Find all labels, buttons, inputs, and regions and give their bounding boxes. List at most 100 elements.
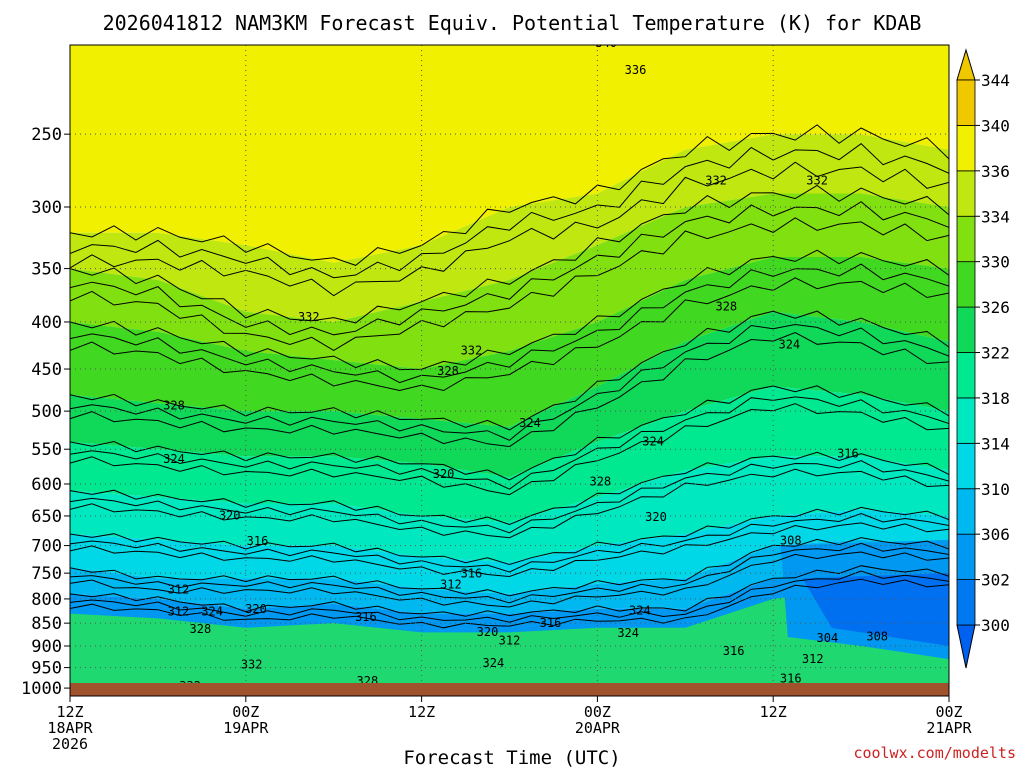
plot-frame	[69, 44, 950, 697]
colorbar-label: 306	[981, 525, 1010, 544]
contour-label: 312	[168, 582, 190, 596]
contour-line	[70, 468, 949, 539]
contour-label: 316	[355, 610, 377, 624]
colorbar-arrow-high	[956, 48, 976, 81]
y-tick-label: 900	[31, 637, 62, 657]
y-tick-label: 500	[31, 402, 62, 422]
contour-line	[70, 263, 949, 384]
colorbar-label: 310	[981, 480, 1010, 499]
contour-line	[70, 506, 949, 566]
credit-text: coolwx.com/modelts	[853, 744, 1016, 762]
contour-line	[70, 522, 949, 578]
contour-label: 332	[705, 174, 727, 188]
contour-label: 332	[241, 657, 263, 671]
contour-line	[70, 385, 949, 481]
y-tick-label: 950	[31, 659, 62, 679]
y-tick-label: 850	[31, 614, 62, 634]
colorbar-segment	[956, 79, 976, 126]
x-tick-label: 00Z	[584, 703, 611, 721]
colorbar-segment	[956, 170, 976, 217]
y-tick-label: 700	[31, 537, 62, 557]
colorbar-segment	[956, 261, 976, 308]
x-tick-label: 00Z	[935, 703, 962, 721]
contour-label: 328	[715, 300, 737, 314]
y-tick-label: 400	[31, 313, 62, 333]
colorbar-label: 314	[981, 434, 1010, 453]
x-axis-label: Forecast Time (UTC)	[403, 747, 620, 768]
heatmap-bands	[70, 45, 949, 696]
contour-label: 320	[645, 510, 667, 524]
chart-title: 2026041812 NAM3KM Forecast Equiv. Potent…	[103, 11, 922, 35]
y-tick-label: 800	[31, 590, 62, 610]
colorbar-label: 318	[981, 389, 1010, 408]
contour-label: 316	[780, 672, 802, 686]
x-tick-label: 20APR	[575, 719, 621, 737]
x-tick-label: 12Z	[56, 703, 83, 721]
heatmap-band	[70, 311, 949, 478]
heatmap-band	[70, 539, 949, 614]
contour-label: 324	[778, 337, 800, 351]
x-tick-label: 12Z	[408, 703, 435, 721]
grid-lines	[70, 45, 949, 696]
contour-label: 320	[245, 602, 267, 616]
contour-label: 324	[163, 452, 185, 466]
contour-label: 316	[247, 534, 269, 548]
y-tick-label: 450	[31, 360, 62, 380]
contour-line	[70, 512, 949, 573]
contour-label: 328	[589, 474, 611, 488]
contour-label: 340	[595, 36, 617, 50]
contour-line	[70, 570, 949, 623]
colorbar-label: 340	[981, 116, 1010, 135]
contour-line	[70, 310, 949, 431]
heatmap-band	[70, 45, 949, 263]
colorbar-segment	[956, 125, 976, 172]
contour-line	[70, 184, 949, 324]
contour-line	[70, 542, 949, 604]
heatmap-band	[70, 456, 949, 563]
y-tick-label: 550	[31, 440, 62, 460]
contour-line	[70, 331, 949, 448]
colorbar-segment	[956, 306, 976, 353]
x-tick-label: 18APR	[47, 719, 93, 737]
contour-label: 332	[461, 344, 483, 358]
colorbar-label: 330	[981, 253, 1010, 272]
contour-label: 336	[625, 63, 647, 77]
colorbar-segment	[956, 215, 976, 263]
contour-line	[70, 323, 949, 441]
heatmap-band-cold	[802, 573, 949, 646]
contour-label: 332	[298, 310, 320, 324]
contour-label: 312	[802, 652, 824, 666]
contour-line	[70, 403, 949, 496]
heatmap-band	[70, 509, 949, 594]
y-tick-label: 650	[31, 507, 62, 527]
contour-label: 316	[837, 447, 859, 461]
contour-line	[70, 460, 949, 534]
heatmap-band	[70, 386, 949, 523]
x-tick-label: 12Z	[760, 703, 787, 721]
colorbar-segment	[956, 533, 976, 580]
heatmap-band-lowlevel	[70, 588, 949, 696]
contour-label: 324	[642, 434, 664, 448]
colorbar-segment	[956, 442, 976, 490]
contour-line	[70, 143, 949, 279]
contour-label: 316	[540, 616, 562, 630]
x-tick-label: 21APR	[926, 719, 972, 737]
contour-line	[70, 537, 949, 597]
colorbar-label: 334	[981, 207, 1010, 226]
colorbar-segment	[956, 352, 976, 399]
contour-line	[70, 249, 949, 371]
colorbar-segment	[956, 397, 976, 444]
y-axis: 250 300 350 400 450 500 550 600 650 700 750 800 850 9…	[21, 125, 70, 699]
x-tick-label: 19APR	[223, 719, 269, 737]
contour-label: 304	[817, 631, 839, 645]
contour-label: 324	[201, 605, 223, 619]
contour-label: 308	[780, 533, 802, 547]
y-tick-label: 600	[31, 475, 62, 495]
contour-label: 320	[477, 625, 499, 639]
y-tick-label: 350	[31, 260, 62, 280]
colorbar-segment	[956, 488, 976, 535]
colorbar-label: 344	[981, 71, 1010, 90]
contour-label: 324	[617, 626, 639, 640]
contour-label: 312	[499, 634, 521, 648]
